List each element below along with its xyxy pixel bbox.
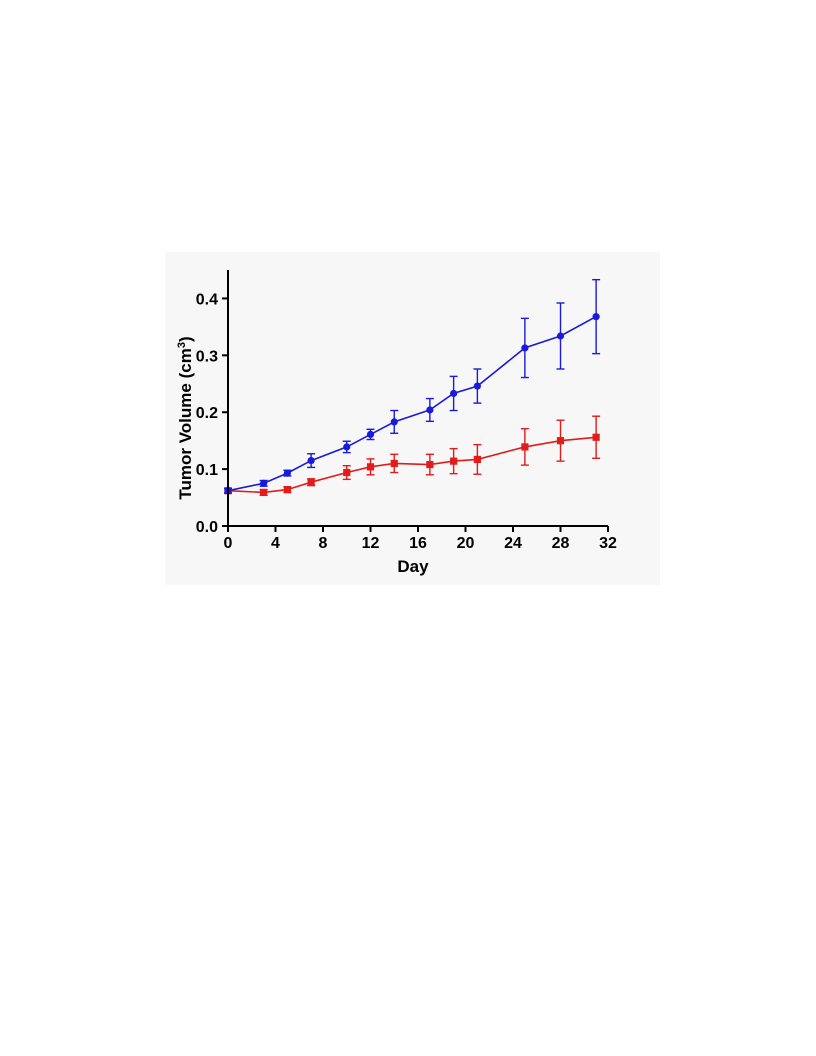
data-point — [426, 406, 434, 414]
series-square — [224, 415, 601, 497]
y-axis-title: Tumor Volume (cm3) — [176, 336, 195, 499]
data-point — [307, 478, 315, 486]
y-tick-label: 0.0 — [196, 519, 218, 536]
data-point — [450, 457, 458, 465]
data-point — [473, 455, 481, 464]
data-point — [592, 433, 600, 441]
data-point — [260, 479, 268, 487]
x-tick-label: 12 — [362, 535, 380, 552]
data-point — [426, 460, 434, 469]
y-axis-title-superscript: 3 — [176, 342, 188, 348]
data-point — [450, 389, 458, 398]
data-point — [473, 382, 481, 390]
y-axis-title-suffix: ) — [176, 336, 195, 342]
y-axis-ticks: 0.0 0.1 0.2 0.3 0.4 — [196, 291, 228, 536]
data-point — [592, 313, 600, 321]
data-point — [343, 443, 351, 451]
data-point — [307, 456, 315, 465]
y-axis-title-main: Tumor Volume (cm — [176, 348, 195, 499]
data-point — [521, 443, 529, 451]
data-point — [343, 468, 351, 477]
data-point — [390, 459, 398, 468]
data-point — [556, 332, 565, 340]
x-axis-ticks: 0 4 8 12 16 20 24 28 32 — [224, 526, 617, 552]
chart-figure: 0 4 8 12 16 20 24 28 32 0.0 0.1 0.2 0.3 0.4 Day Tumo… — [165, 252, 660, 585]
x-tick-label: 32 — [599, 535, 617, 552]
x-tick-label: 8 — [319, 535, 328, 552]
x-tick-label: 16 — [409, 535, 427, 552]
plot-area — [224, 278, 601, 497]
series-circle — [224, 278, 601, 495]
x-tick-label: 28 — [552, 535, 570, 552]
x-axis-title: Day — [397, 557, 429, 576]
data-point — [260, 488, 268, 497]
y-tick-label: 0.1 — [196, 462, 218, 479]
data-point — [366, 430, 375, 439]
x-tick-label: 20 — [457, 535, 475, 552]
data-point — [366, 463, 375, 471]
x-tick-label: 4 — [271, 535, 280, 552]
y-tick-label: 0.2 — [196, 405, 218, 422]
data-point — [556, 437, 565, 445]
data-point — [283, 485, 291, 494]
series-line — [227, 436, 597, 494]
data-point — [390, 418, 398, 426]
data-point — [521, 344, 529, 352]
x-tick-label: 24 — [504, 535, 522, 552]
data-point — [283, 469, 291, 477]
x-tick-label: 0 — [224, 535, 233, 552]
y-tick-label: 0.3 — [196, 348, 218, 365]
y-tick-label: 0.4 — [196, 291, 218, 308]
tumor-volume-chart: 0 4 8 12 16 20 24 28 32 0.0 0.1 0.2 0.3 0.4 Day Tumo… — [176, 270, 617, 576]
